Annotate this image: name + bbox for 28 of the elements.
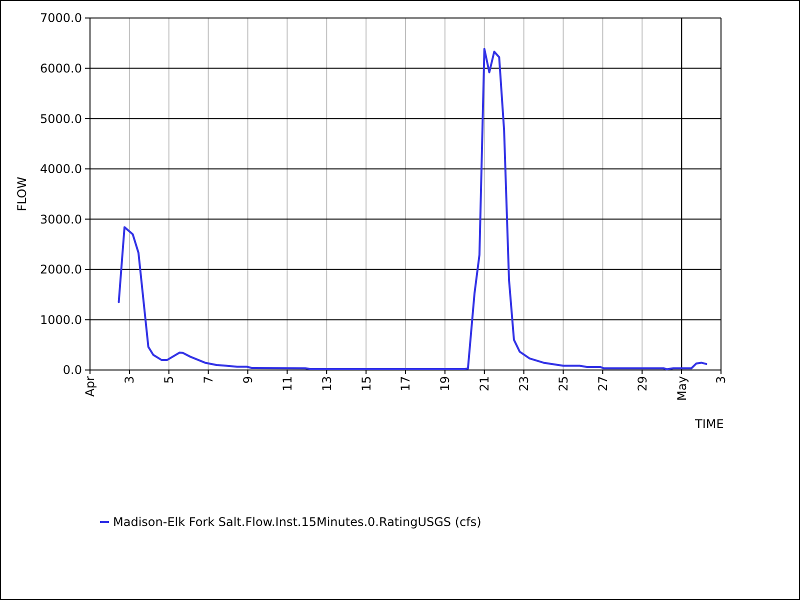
x-axis-title: TIME [694,417,724,431]
x-tick-label: Apr [83,376,98,397]
y-axis-title: FLOW [15,176,29,212]
y-tick-label: 4000.0 [40,162,82,176]
x-tick-label: 19 [438,376,452,392]
x-tick-label: 17 [398,376,413,392]
x-tick-label: 11 [280,376,294,392]
x-tick-label: 25 [556,376,570,392]
x-tick-label: 29 [635,376,650,392]
x-tick-label: 15 [359,376,374,392]
y-tick-label: 1000.0 [40,312,82,327]
x-tick-label: 13 [320,376,334,392]
x-tick-label: 3 [122,376,137,384]
x-tick-label: 7 [202,376,216,384]
x-tick-label: 23 [517,376,532,392]
x-tick-label: 9 [240,376,255,384]
x-tick-label: 21 [478,376,492,392]
x-tick-label: 3 [714,376,728,384]
y-tick-label: 2000.0 [40,262,82,277]
y-tick-label: 5000.0 [40,112,82,126]
y-tick-label: 6000.0 [40,61,82,76]
legend-label: Madison-Elk Fork Salt.Flow.Inst.15Minutes.0.RatingUSGS (cfs) [113,515,482,530]
x-tick-label: 5 [162,376,176,384]
y-tick-label: 0.0 [62,363,82,378]
x-tick-label: 27 [596,376,610,392]
y-tick-label: 7000.0 [40,11,82,26]
y-tick-label: 3000.0 [40,212,82,226]
x-tick-label: May [674,376,689,401]
